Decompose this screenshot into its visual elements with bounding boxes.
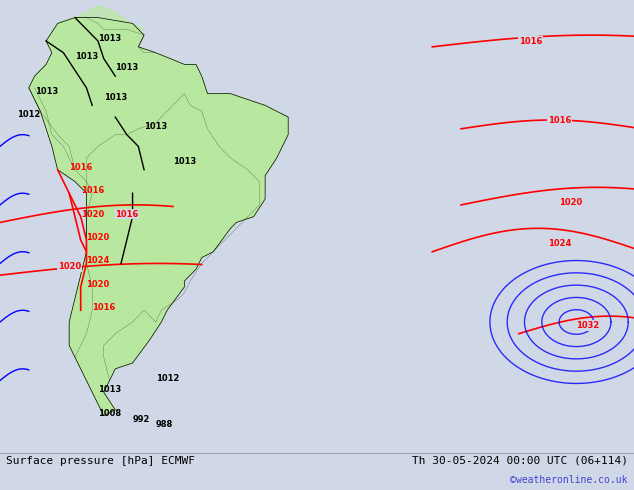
Text: 1012: 1012: [155, 373, 179, 383]
Text: 1013: 1013: [75, 51, 98, 61]
Text: 1024: 1024: [548, 239, 571, 248]
Text: 1016: 1016: [92, 303, 115, 312]
Text: Surface pressure [hPa] ECMWF: Surface pressure [hPa] ECMWF: [6, 456, 195, 466]
Text: 1016: 1016: [519, 37, 542, 46]
Text: 1016: 1016: [69, 163, 93, 172]
Text: 988: 988: [155, 420, 173, 429]
Text: 992: 992: [133, 415, 150, 423]
Text: 1013: 1013: [35, 87, 58, 96]
Text: ©weatheronline.co.uk: ©weatheronline.co.uk: [510, 475, 628, 485]
Text: 1020: 1020: [58, 262, 81, 271]
Text: 1016: 1016: [548, 116, 571, 125]
Text: 1008: 1008: [98, 409, 121, 417]
Polygon shape: [29, 18, 288, 416]
Text: 1016: 1016: [115, 210, 139, 219]
Text: 1016: 1016: [81, 186, 104, 195]
Text: 1013: 1013: [144, 122, 167, 131]
Polygon shape: [46, 6, 144, 41]
Text: Th 30-05-2024 00:00 UTC (06+114): Th 30-05-2024 00:00 UTC (06+114): [411, 456, 628, 466]
Text: 1013: 1013: [98, 385, 121, 394]
Text: 1020: 1020: [81, 210, 104, 219]
Text: 1013: 1013: [104, 93, 127, 101]
Text: 1024: 1024: [86, 256, 110, 266]
Text: 1013: 1013: [115, 63, 138, 72]
Text: 1020: 1020: [86, 233, 110, 242]
Text: 1013: 1013: [98, 34, 121, 43]
Text: 1020: 1020: [86, 280, 110, 289]
Text: 1032: 1032: [576, 321, 600, 330]
Text: 1020: 1020: [559, 198, 582, 207]
Text: 1013: 1013: [173, 157, 196, 166]
Text: 1012: 1012: [17, 110, 41, 119]
